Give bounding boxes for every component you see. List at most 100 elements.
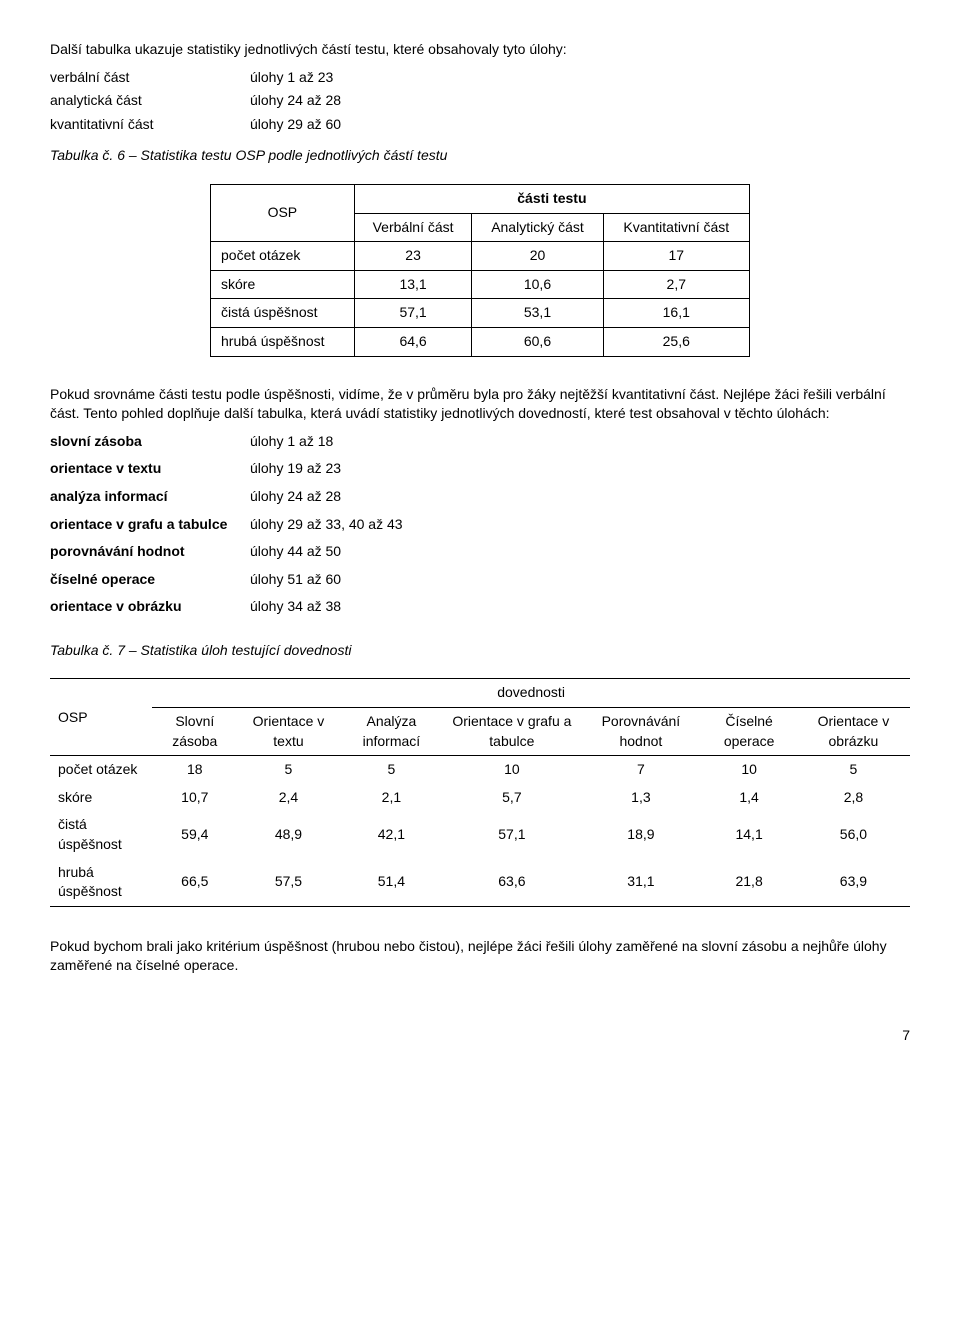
table-row: čistá úspěšnost59,448,942,157,118,914,15… bbox=[50, 811, 910, 858]
cell-value: 10,7 bbox=[152, 784, 237, 812]
def-label: verbální část bbox=[50, 68, 250, 88]
def-label: orientace v grafu a tabulce bbox=[50, 515, 250, 535]
def-value: úlohy 51 až 60 bbox=[250, 570, 910, 590]
def-value: úlohy 29 až 60 bbox=[250, 115, 910, 135]
cell-value: 57,1 bbox=[354, 299, 472, 328]
table-row: hrubá úspěšnost64,660,625,6 bbox=[211, 327, 750, 356]
cell-value: 57,1 bbox=[443, 811, 580, 858]
table2-col-header: Orientace v obrázku bbox=[797, 708, 910, 756]
cell-value: 5 bbox=[340, 756, 444, 784]
cell-value: 59,4 bbox=[152, 811, 237, 858]
row-label: počet otázek bbox=[211, 242, 355, 271]
cell-value: 10 bbox=[443, 756, 580, 784]
table1-osp-header: OSP bbox=[211, 184, 355, 241]
row-label: skóre bbox=[211, 270, 355, 299]
table-row: počet otázek232017 bbox=[211, 242, 750, 271]
cell-value: 63,6 bbox=[443, 859, 580, 907]
cell-value: 42,1 bbox=[340, 811, 444, 858]
cell-value: 23 bbox=[354, 242, 472, 271]
cell-value: 21,8 bbox=[701, 859, 797, 907]
table1-caption: Tabulka č. 6 – Statistika testu OSP podl… bbox=[50, 146, 910, 166]
cell-value: 63,9 bbox=[797, 859, 910, 907]
cell-value: 18,9 bbox=[580, 811, 701, 858]
table2-col-header: Orientace v textu bbox=[237, 708, 339, 756]
row-label: hrubá úspěšnost bbox=[211, 327, 355, 356]
cell-value: 2,4 bbox=[237, 784, 339, 812]
cell-value: 13,1 bbox=[354, 270, 472, 299]
definitions-list-2: slovní zásobaúlohy 1 až 18orientace v te… bbox=[50, 432, 910, 617]
table2-col-header: Číselné operace bbox=[701, 708, 797, 756]
cell-value: 10 bbox=[701, 756, 797, 784]
table2-osp-header: OSP bbox=[50, 679, 152, 756]
cell-value: 56,0 bbox=[797, 811, 910, 858]
table1-col-header: Verbální část bbox=[354, 213, 472, 242]
def-value: úlohy 1 až 23 bbox=[250, 68, 910, 88]
cell-value: 20 bbox=[472, 242, 603, 271]
table-row: čistá úspěšnost57,153,116,1 bbox=[211, 299, 750, 328]
row-label: počet otázek bbox=[50, 756, 152, 784]
def-label: orientace v obrázku bbox=[50, 597, 250, 617]
def-value: úlohy 19 až 23 bbox=[250, 459, 910, 479]
cell-value: 31,1 bbox=[580, 859, 701, 907]
cell-value: 64,6 bbox=[354, 327, 472, 356]
cell-value: 25,6 bbox=[603, 327, 749, 356]
intro-paragraph: Další tabulka ukazuje statistiky jednotl… bbox=[50, 40, 910, 60]
def-label: kvantitativní část bbox=[50, 115, 250, 135]
def-value: úlohy 34 až 38 bbox=[250, 597, 910, 617]
table-parts-stats: OSP části testu Verbální částAnalytický … bbox=[210, 184, 750, 357]
cell-value: 53,1 bbox=[472, 299, 603, 328]
table2-col-header: Orientace v grafu a tabulce bbox=[443, 708, 580, 756]
cell-value: 2,7 bbox=[603, 270, 749, 299]
cell-value: 17 bbox=[603, 242, 749, 271]
def-label: analytická část bbox=[50, 91, 250, 111]
cell-value: 60,6 bbox=[472, 327, 603, 356]
table2-skills-header: dovednosti bbox=[152, 679, 910, 708]
def-label: číselné operace bbox=[50, 570, 250, 590]
paragraph-3: Pokud bychom brali jako kritérium úspěšn… bbox=[50, 937, 910, 976]
cell-value: 7 bbox=[580, 756, 701, 784]
cell-value: 66,5 bbox=[152, 859, 237, 907]
cell-value: 18 bbox=[152, 756, 237, 784]
cell-value: 2,8 bbox=[797, 784, 910, 812]
cell-value: 1,4 bbox=[701, 784, 797, 812]
table-row: hrubá úspěšnost66,557,551,463,631,121,86… bbox=[50, 859, 910, 907]
def-value: úlohy 29 až 33, 40 až 43 bbox=[250, 515, 910, 535]
table1-col-header: Analytický část bbox=[472, 213, 603, 242]
cell-value: 5 bbox=[797, 756, 910, 784]
row-label: skóre bbox=[50, 784, 152, 812]
row-label: hrubá úspěšnost bbox=[50, 859, 152, 907]
table2-col-header: Analýza informací bbox=[340, 708, 444, 756]
cell-value: 10,6 bbox=[472, 270, 603, 299]
cell-value: 51,4 bbox=[340, 859, 444, 907]
def-value: úlohy 44 až 50 bbox=[250, 542, 910, 562]
def-label: porovnávání hodnot bbox=[50, 542, 250, 562]
paragraph-2: Pokud srovnáme části testu podle úspěšno… bbox=[50, 385, 910, 424]
page-number: 7 bbox=[50, 1026, 910, 1046]
table-row: skóre13,110,62,7 bbox=[211, 270, 750, 299]
table-row: skóre10,72,42,15,71,31,42,8 bbox=[50, 784, 910, 812]
def-value: úlohy 1 až 18 bbox=[250, 432, 910, 452]
cell-value: 16,1 bbox=[603, 299, 749, 328]
def-label: analýza informací bbox=[50, 487, 250, 507]
cell-value: 57,5 bbox=[237, 859, 339, 907]
definitions-list-1: verbální částúlohy 1 až 23analytická čás… bbox=[50, 68, 910, 135]
def-value: úlohy 24 až 28 bbox=[250, 487, 910, 507]
cell-value: 2,1 bbox=[340, 784, 444, 812]
row-label: čistá úspěšnost bbox=[50, 811, 152, 858]
cell-value: 1,3 bbox=[580, 784, 701, 812]
cell-value: 14,1 bbox=[701, 811, 797, 858]
table1-col-header: Kvantitativní část bbox=[603, 213, 749, 242]
table-skills-stats: OSP dovednosti Slovní zásobaOrientace v … bbox=[50, 678, 910, 906]
def-value: úlohy 24 až 28 bbox=[250, 91, 910, 111]
cell-value: 48,9 bbox=[237, 811, 339, 858]
table1-parts-header: části testu bbox=[354, 184, 749, 213]
table2-col-header: Slovní zásoba bbox=[152, 708, 237, 756]
table-row: počet otázek1855107105 bbox=[50, 756, 910, 784]
def-label: slovní zásoba bbox=[50, 432, 250, 452]
cell-value: 5 bbox=[237, 756, 339, 784]
row-label: čistá úspěšnost bbox=[211, 299, 355, 328]
def-label: orientace v textu bbox=[50, 459, 250, 479]
table2-caption: Tabulka č. 7 – Statistika úloh testující… bbox=[50, 641, 910, 661]
cell-value: 5,7 bbox=[443, 784, 580, 812]
table2-col-header: Porovnávání hodnot bbox=[580, 708, 701, 756]
